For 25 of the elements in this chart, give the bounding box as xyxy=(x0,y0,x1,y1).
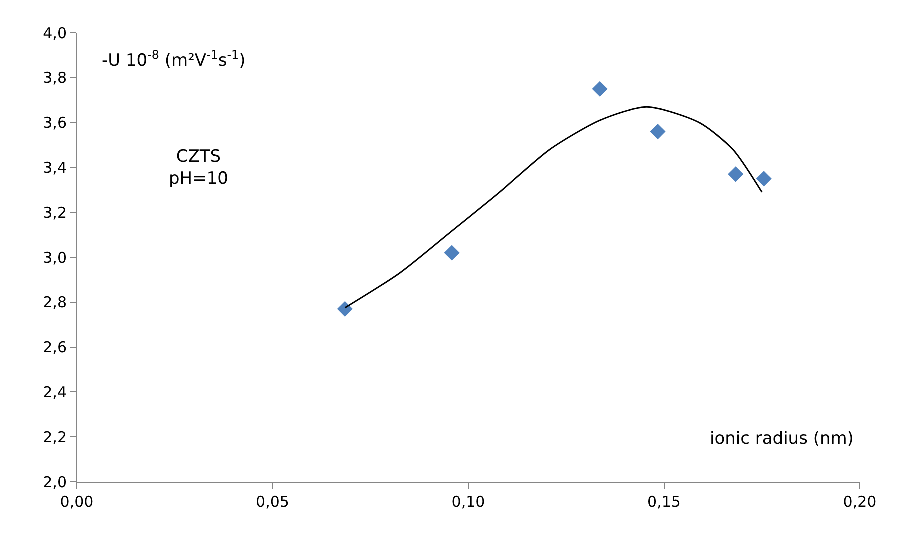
point xyxy=(592,81,608,97)
y-tick-label: 2,0 xyxy=(43,473,67,492)
y-tick-label: 2,8 xyxy=(43,294,67,312)
y-tick-label: 3,8 xyxy=(43,69,67,88)
y-tick-label: 2,4 xyxy=(43,383,67,402)
x-axis-title: ionic radius (nm) xyxy=(710,429,854,449)
point xyxy=(337,301,353,317)
x-tick-label: 0,15 xyxy=(648,493,681,511)
x-tick-label: 0,10 xyxy=(452,493,486,511)
y-tick-label: 2,6 xyxy=(43,338,67,357)
y-tick-label: 3,6 xyxy=(43,114,67,132)
y-axis-title: -U 10$^{-8}$ (m²V$^{-1}$s$^{-1}$) xyxy=(102,48,246,72)
x-tick-label: 0,20 xyxy=(843,493,877,511)
point xyxy=(756,171,772,187)
annotation: CZTS pH=10 xyxy=(169,147,228,190)
x-tick-label: 0,05 xyxy=(256,493,290,511)
point xyxy=(650,124,666,140)
point xyxy=(728,166,744,182)
y-tick-label: 3,4 xyxy=(43,158,67,177)
x-tick-label: 0,00 xyxy=(60,493,94,511)
y-tick-label: 3,2 xyxy=(43,204,67,222)
point xyxy=(444,245,460,261)
y-tick-label: 2,2 xyxy=(43,428,67,446)
y-tick-label: 4,0 xyxy=(43,24,67,42)
y-tick-label: 3,0 xyxy=(43,248,67,267)
